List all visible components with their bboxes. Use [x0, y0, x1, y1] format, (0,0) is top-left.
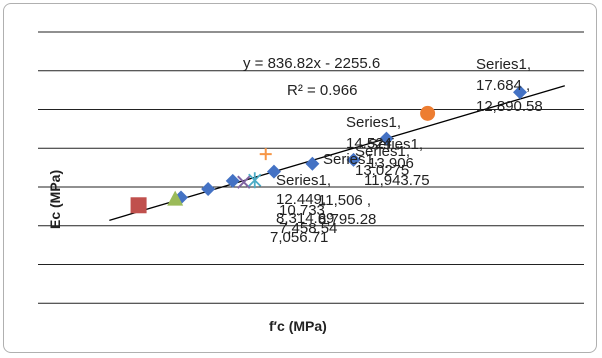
data-label: 17.684 ,: [476, 77, 530, 94]
marker-series2: [420, 105, 436, 121]
data-label: 7,458.54: [279, 220, 337, 237]
data-label: Series1,: [476, 56, 531, 73]
marker-series1: [305, 156, 320, 171]
scatter-chart: y = 836.82x - 2255.6 R² = 0.966 Series1,…: [38, 31, 584, 334]
data-label: Series1,: [368, 136, 423, 153]
data-label: Series1,: [346, 114, 401, 131]
marker-series1: [379, 131, 394, 146]
y-axis-title: Ec (MPa): [47, 170, 63, 229]
data-label: 14.524 ,: [346, 135, 400, 152]
markers: [130, 85, 528, 214]
trendline-equation: y = 836.82x - 2255.6: [243, 55, 380, 72]
data-label: 12,890.58: [476, 98, 543, 115]
data-label: 8,795.28: [318, 211, 376, 228]
data-label: 10.733 ,: [279, 202, 333, 219]
data-labels: Series1,17.684 ,12,890.58Series1,14.524 …: [270, 56, 543, 246]
marker-series6: [248, 172, 262, 189]
marker-series1: [201, 181, 216, 196]
data-label: Series1,: [276, 172, 331, 189]
marker-series1: [346, 152, 361, 167]
data-label: 11,943.75: [364, 172, 430, 189]
data-label: 13.0275: [355, 162, 409, 179]
marker-series7: [259, 148, 272, 161]
marker-series4: [167, 190, 184, 206]
data-label: Series1,: [323, 151, 378, 168]
marker-series1: [266, 164, 281, 179]
r-squared-label: R² = 0.966: [287, 82, 357, 99]
data-label: 7,056.71: [270, 229, 328, 246]
marker-series5: [237, 175, 251, 189]
data-label: Series1,: [355, 143, 410, 160]
gridlines: [38, 31, 584, 304]
data-label: 13.906: [368, 155, 414, 172]
data-label: 12.449,: [276, 191, 326, 208]
data-label: 11,506 ,: [318, 192, 371, 209]
x-axis-title: f′c (MPa): [269, 318, 327, 334]
chart-frame: y = 836.82x - 2255.6 R² = 0.966 Series1,…: [3, 3, 597, 353]
marker-series1: [513, 85, 528, 100]
marker-series1: [225, 173, 240, 188]
marker-series3: [130, 197, 147, 214]
data-label: 8,314.69: [276, 210, 334, 227]
